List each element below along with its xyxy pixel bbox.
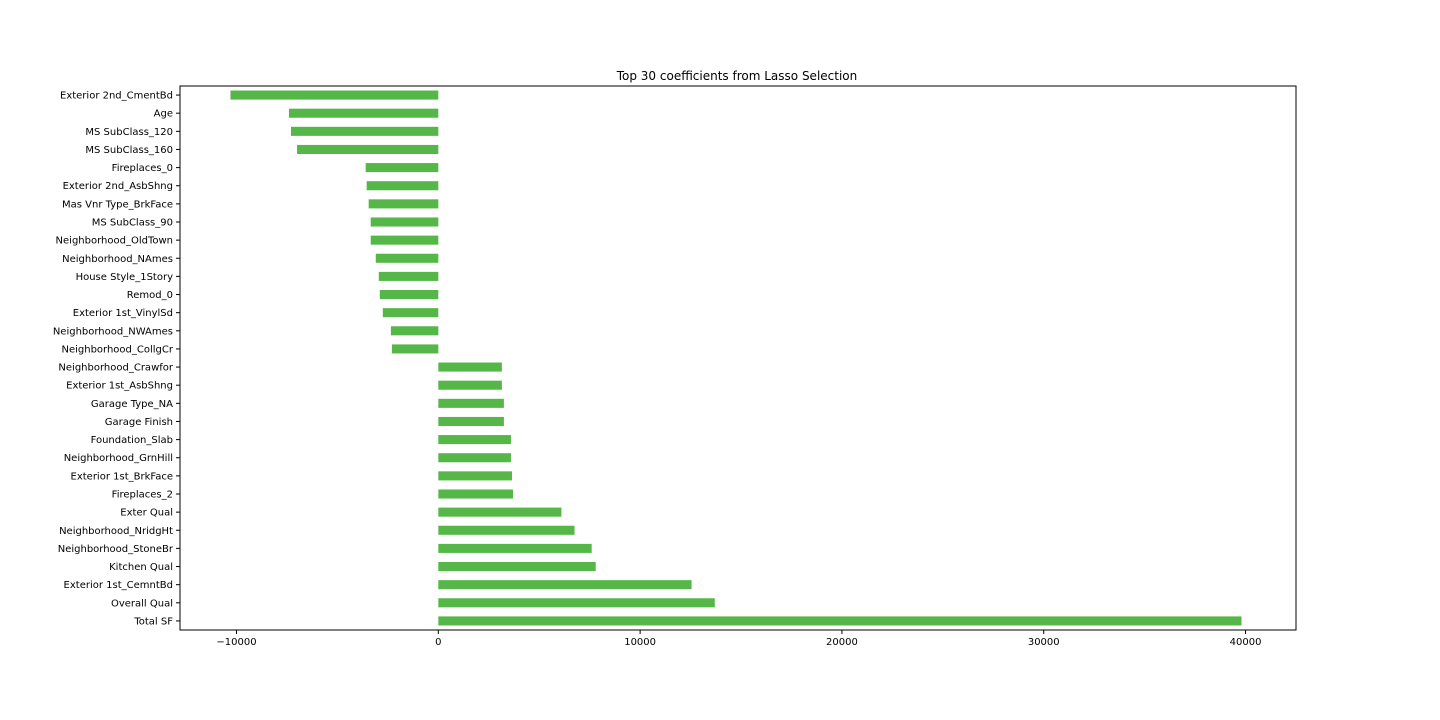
bar-ms-subclass-90	[370, 217, 439, 227]
bar-exter-qual	[438, 507, 562, 517]
bar-neighborhood-nwames	[390, 326, 439, 336]
y-tick-label: Garage Type_NA	[91, 399, 173, 410]
y-tick-label: Exterior 1st_BrkFace	[71, 471, 173, 482]
y-tick-label: Fireplaces_2	[112, 490, 173, 501]
y-tick-label: Mas Vnr Type_BrkFace	[62, 199, 173, 210]
bar-ms-subclass-120	[290, 126, 439, 136]
y-tick-label: Total SF	[133, 616, 173, 627]
y-tick-label: Neighborhood_StoneBr	[58, 544, 174, 555]
y-tick-label: Neighborhood_NAmes	[62, 254, 173, 265]
y-tick-label: Garage Finish	[105, 417, 173, 428]
y-tick-label: Neighborhood_OldTown	[56, 236, 173, 247]
y-tick-label: Overall Qual	[111, 598, 173, 609]
y-tick-label: Neighborhood_GrnHill	[64, 453, 173, 464]
bar-ms-subclass-160	[297, 144, 439, 154]
x-axis: −10000 0 10000 20000 30000 40000	[216, 630, 1261, 648]
bar-overall-qual	[438, 598, 715, 608]
x-tick-label: 20000	[826, 637, 858, 648]
y-tick-label: Fireplaces_0	[112, 163, 173, 174]
bar-remod-0	[379, 290, 439, 300]
bar-neighborhood-oldtown	[370, 235, 439, 245]
bar-neighborhood-grnhill	[438, 453, 511, 463]
x-tick-label: 40000	[1230, 637, 1262, 648]
bar-exterior-2nd-asbshng	[366, 181, 439, 191]
bar-fireplaces-0	[365, 163, 439, 173]
bar-garage-type-na	[438, 398, 504, 408]
x-tick-label: −10000	[216, 637, 256, 648]
y-tick-label: Exterior 1st_AsbShng	[66, 381, 173, 392]
bars-group	[230, 90, 1242, 626]
bar-mas-vnr-type-brkface	[368, 199, 439, 209]
bar-exterior-1st-brkface	[438, 471, 512, 481]
bar-garage-finish	[438, 416, 504, 426]
bar-exterior-1st-cemntbd	[438, 580, 692, 590]
plot-frame	[179, 85, 1297, 631]
y-tick-label: Exterior 1st_CemntBd	[64, 580, 173, 591]
y-tick-label: Exterior 2nd_CmentBd	[60, 91, 173, 102]
y-tick-label: Age	[154, 109, 173, 120]
y-tick-label: Neighborhood_NridgHt	[59, 526, 173, 537]
bar-neighborhood-crawfor	[438, 362, 502, 372]
y-tick-label: Exter Qual	[120, 508, 173, 519]
bar-exterior-2nd-cmentbd	[230, 90, 439, 100]
bar-exterior-1st-asbshng	[438, 380, 502, 390]
y-tick-label: Exterior 1st_VinylSd	[73, 308, 173, 319]
x-tick-label: 10000	[624, 637, 656, 648]
y-tick-label: Neighborhood_CollgCr	[61, 344, 173, 355]
bar-foundation-slab	[438, 435, 511, 445]
y-tick-label: House Style_1Story	[76, 272, 173, 283]
x-tick-label: 30000	[1028, 637, 1060, 648]
bar-house-style-1story	[378, 271, 439, 281]
y-tick-label: Remod_0	[127, 290, 173, 301]
y-tick-label: MS SubClass_160	[85, 145, 173, 156]
y-tick-label: Neighborhood_NWAmes	[53, 326, 173, 337]
y-tick-label: Exterior 2nd_AsbShng	[63, 181, 173, 192]
y-tick-label: MS SubClass_90	[92, 218, 173, 229]
y-tick-label: MS SubClass_120	[85, 127, 173, 138]
y-tick-label: Kitchen Qual	[109, 562, 173, 573]
x-tick-label: 0	[435, 637, 441, 648]
bar-neighborhood-stonebr	[438, 543, 592, 553]
bar-neighborhood-names	[375, 253, 439, 263]
y-axis: Exterior 2nd_CmentBd Age MS SubClass_120 MS…	[53, 91, 180, 627]
y-tick-label: Neighborhood_Crawfor	[58, 363, 173, 374]
bar-kitchen-qual	[438, 562, 596, 572]
bar-neighborhood-nridght	[438, 525, 575, 535]
bar-total-sf	[438, 616, 1242, 626]
bar-exterior-1st-vinylsd	[382, 308, 439, 318]
chart-title: Top 30 coefficients from Lasso Selection	[616, 69, 858, 83]
bar-neighborhood-collgcr	[391, 344, 439, 354]
y-tick-label: Foundation_Slab	[91, 435, 173, 446]
bar-fireplaces-2	[438, 489, 513, 499]
bar-age	[288, 108, 439, 118]
